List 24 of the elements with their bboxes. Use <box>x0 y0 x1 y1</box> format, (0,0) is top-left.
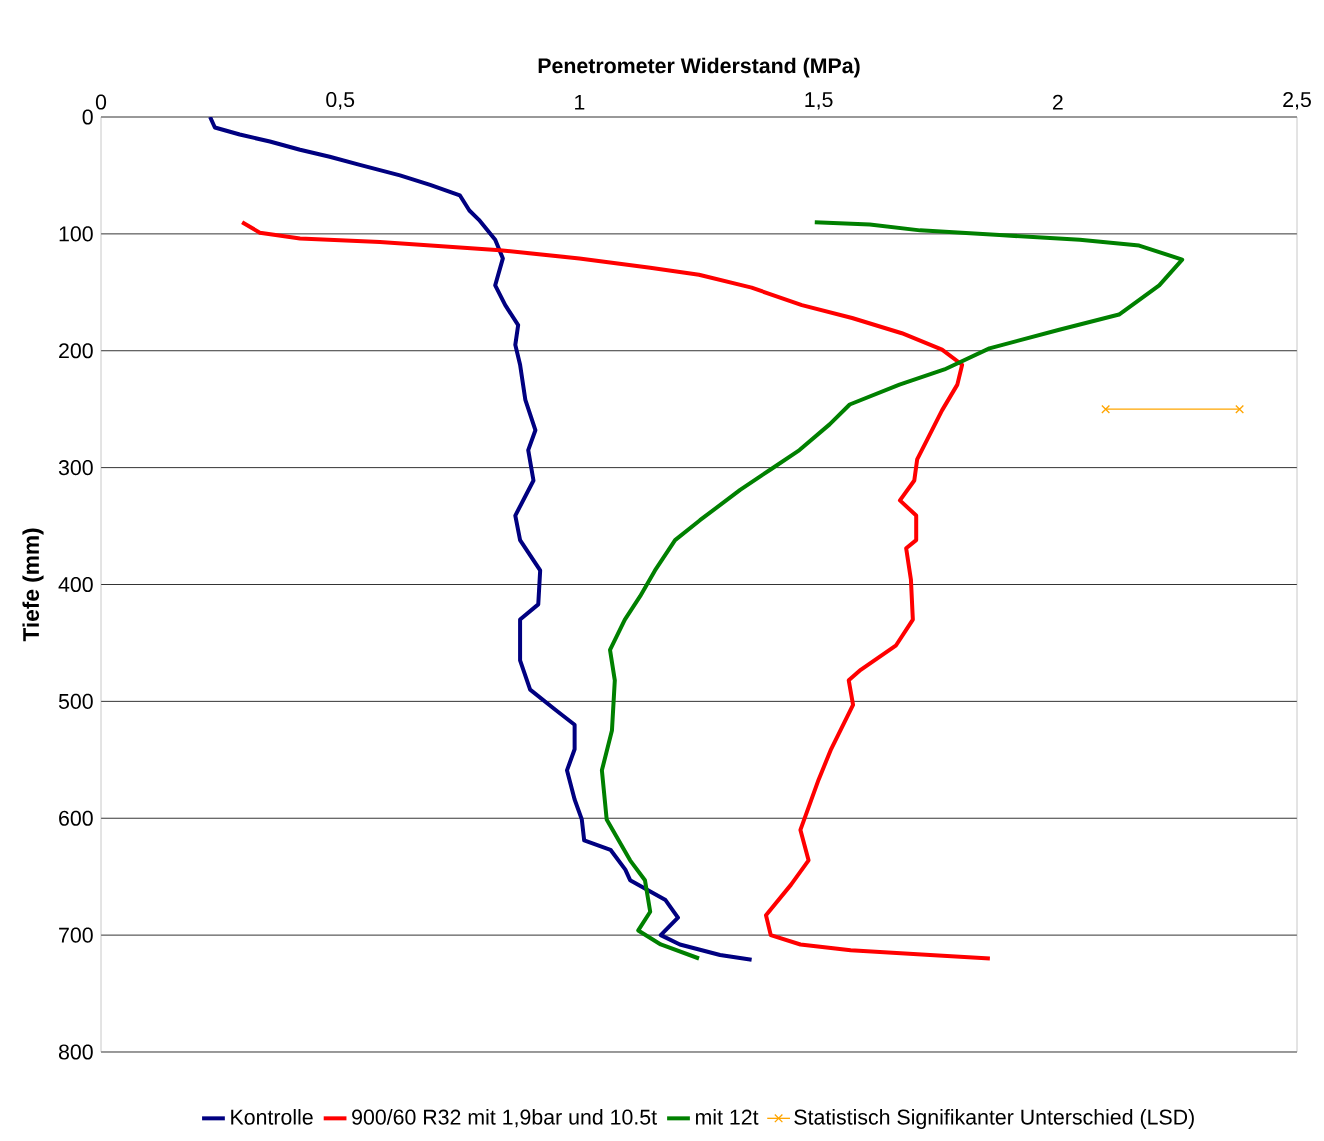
line-series <box>208 117 754 962</box>
x-tick-label: 2 <box>1052 94 1063 110</box>
y-tick-label: 800 <box>58 1044 93 1060</box>
legend-label: 900/60 R32 mit 1,9bar und 10.5t <box>352 1109 657 1128</box>
legend-label: Kontrolle <box>231 1109 313 1125</box>
legend-label: mit 12t <box>695 1109 759 1125</box>
y-tick-label: 500 <box>58 693 93 709</box>
y-tick-label: 600 <box>59 810 93 826</box>
y-axis-title: Tiefe (mm) <box>22 528 44 642</box>
x-tick-label: 1 <box>575 94 585 110</box>
x-tick-label: 0 <box>95 94 107 110</box>
y-tick-label: 100 <box>59 226 93 242</box>
x-tick-label: 1,5 <box>805 92 833 110</box>
legend-label: Statistisch Signifikanter Unterschied (LSD) <box>794 1109 1194 1129</box>
y-tick-label: 300 <box>58 460 93 476</box>
y-tick-label: 400 <box>58 576 93 593</box>
x-tick-label: 0,5 <box>326 92 355 110</box>
line-series <box>599 220 1185 961</box>
y-tick-label: 700 <box>59 927 93 943</box>
y-tick-label: 200 <box>59 343 93 359</box>
x-axis-title: Penetrometer Widerstand (MPa) <box>538 57 860 78</box>
y-tick-label: 0 <box>82 109 93 125</box>
x-tick-label: 2,5 <box>1283 92 1311 110</box>
line-series <box>240 220 992 961</box>
